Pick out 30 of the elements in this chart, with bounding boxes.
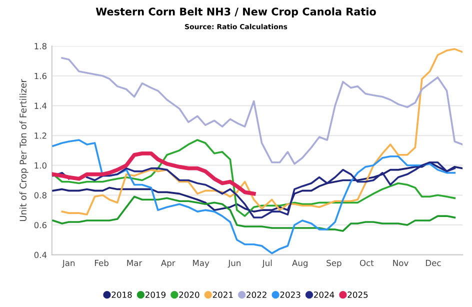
x-tick-label: Jan: [62, 260, 75, 268]
y-tick-label: 1.4: [34, 102, 47, 109]
x-tick-label: Aug: [292, 260, 308, 268]
chart-title: Western Corn Belt NH3 / New Crop Canola Ratio: [96, 7, 376, 18]
x-tick-label: Jul: [262, 260, 272, 268]
x-tick-label: Apr: [160, 260, 176, 268]
legend-label: 2018: [112, 292, 132, 298]
x-tick-label: Nov: [393, 260, 408, 266]
x-tick-label: May: [193, 260, 210, 268]
x-tick-label: Feb: [95, 260, 108, 266]
x-tick-label: Oct: [360, 260, 374, 266]
y-tick-label: 0.6: [34, 222, 47, 228]
y-tick-label: 0.4: [34, 252, 47, 258]
legend-label: 2024: [314, 292, 334, 298]
x-tick-label: Jun: [228, 260, 240, 268]
legend-label: 2020: [179, 292, 200, 298]
legend-label: 2019: [145, 292, 166, 298]
y-tick-label: 1.6: [34, 72, 47, 80]
x-tick-label: Sep: [326, 260, 342, 268]
legend-label: 2021: [212, 292, 233, 298]
legend-label: 2023: [280, 292, 300, 298]
y-tick-label: 1.2: [34, 132, 46, 139]
y-tick-label: 1.0: [34, 162, 47, 169]
y-tick-label: 1.8: [34, 43, 46, 50]
x-tick-label: Dec: [426, 260, 441, 266]
y-axis-title: Unit of Crop Per Ton of Fertilizer: [20, 79, 28, 221]
x-tick-label: Mar: [127, 260, 142, 266]
y-tick-label: 0.8: [34, 192, 46, 198]
legend-label: 2022: [246, 292, 266, 298]
legend-label: 2025: [348, 292, 368, 298]
